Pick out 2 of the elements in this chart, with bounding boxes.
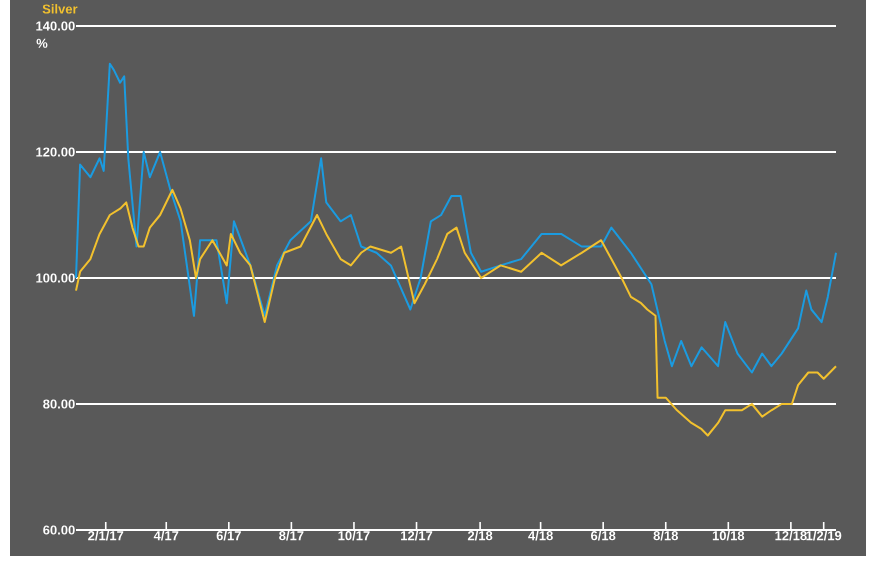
line-series: [75, 188, 838, 437]
line-series: [75, 62, 838, 374]
